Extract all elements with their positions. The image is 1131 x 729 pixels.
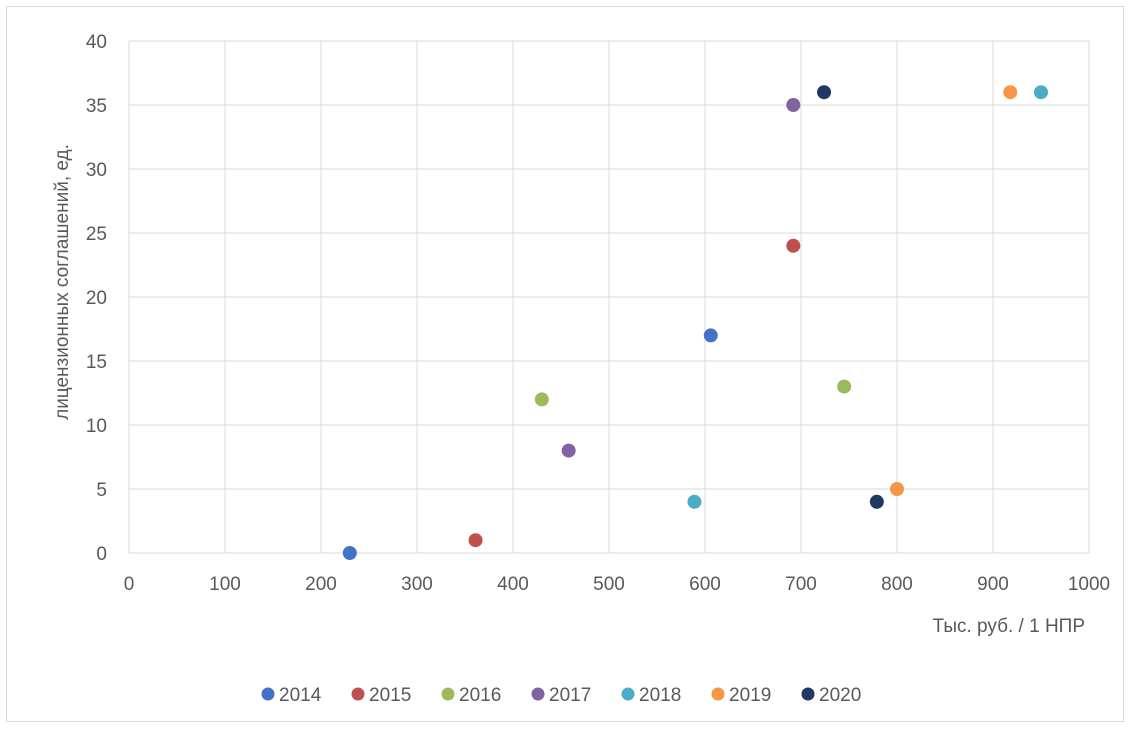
data-point-2015 bbox=[786, 238, 801, 253]
y-tick-label: 25 bbox=[86, 224, 107, 245]
x-axis-ticks: 0 100 200 300 400 500 600 700 800 900 1000 bbox=[124, 574, 1110, 595]
data-point-2017 bbox=[561, 443, 576, 458]
data-point-2020 bbox=[869, 494, 884, 509]
data-point-2018 bbox=[687, 494, 702, 509]
y-tick-label: 35 bbox=[86, 96, 107, 117]
x-tick-label: 800 bbox=[881, 574, 913, 595]
legend-label: 2016 bbox=[459, 685, 501, 706]
x-tick-label: 0 bbox=[124, 574, 135, 595]
legend-item-2014: 2014 bbox=[261, 685, 322, 706]
data-point-2014 bbox=[703, 328, 718, 343]
grid-lines bbox=[128, 40, 1090, 554]
y-tick-label: 15 bbox=[86, 352, 107, 373]
x-tick-label: 600 bbox=[689, 574, 721, 595]
legend-marker bbox=[711, 687, 725, 701]
x-axis-title: Тыс. руб. / 1 НПР bbox=[933, 616, 1085, 637]
data-point-2019 bbox=[1003, 85, 1018, 100]
x-tick-label: 200 bbox=[305, 574, 337, 595]
legend-marker bbox=[621, 687, 635, 701]
legend-item-2016: 2016 bbox=[441, 685, 501, 706]
data-points bbox=[342, 85, 1048, 560]
legend: 2014 2015 2016 2017 2018 2019 2020 bbox=[261, 685, 861, 706]
y-tick-label: 40 bbox=[86, 32, 107, 53]
x-tick-label: 300 bbox=[401, 574, 433, 595]
legend-item-2018: 2018 bbox=[621, 685, 681, 706]
legend-marker bbox=[261, 687, 275, 701]
y-tick-label: 20 bbox=[86, 288, 107, 309]
y-axis-ticks: 0 5 10 15 20 25 30 35 40 bbox=[86, 32, 107, 565]
data-point-2017 bbox=[786, 98, 801, 112]
y-axis-title: лицензионных соглашений, ед. bbox=[52, 144, 73, 420]
legend-label: 2019 bbox=[729, 685, 771, 706]
x-tick-label: 400 bbox=[497, 574, 529, 595]
x-tick-label: 1000 bbox=[1068, 574, 1110, 595]
legend-marker bbox=[801, 687, 815, 701]
legend-marker bbox=[351, 687, 365, 701]
legend-label: 2018 bbox=[639, 685, 681, 706]
legend-label: 2015 bbox=[369, 685, 411, 706]
x-tick-label: 100 bbox=[209, 574, 241, 595]
data-point-2015 bbox=[468, 533, 483, 548]
legend-item-2019: 2019 bbox=[711, 685, 771, 706]
y-tick-label: 30 bbox=[86, 160, 107, 181]
data-point-2019 bbox=[890, 482, 904, 496]
legend-label: 2020 bbox=[819, 685, 861, 706]
x-tick-label: 700 bbox=[785, 574, 817, 595]
legend-item-2020: 2020 bbox=[801, 685, 861, 706]
legend-label: 2017 bbox=[549, 685, 591, 706]
legend-label: 2014 bbox=[279, 685, 322, 706]
y-tick-label: 10 bbox=[86, 416, 107, 437]
chart-frame bbox=[6, 6, 1124, 722]
data-point-2016 bbox=[837, 379, 852, 394]
legend-item-2017: 2017 bbox=[531, 685, 591, 706]
data-point-2020 bbox=[817, 85, 832, 100]
legend-marker bbox=[441, 687, 455, 701]
x-tick-label: 500 bbox=[593, 574, 625, 595]
data-point-2016 bbox=[534, 392, 549, 407]
y-tick-label: 0 bbox=[96, 544, 107, 565]
legend-item-2015: 2015 bbox=[351, 685, 411, 706]
data-point-2014 bbox=[342, 546, 357, 560]
x-tick-label: 900 bbox=[977, 574, 1009, 595]
data-point-2018 bbox=[1034, 85, 1048, 100]
legend-marker bbox=[531, 687, 545, 701]
y-tick-label: 5 bbox=[96, 480, 107, 501]
